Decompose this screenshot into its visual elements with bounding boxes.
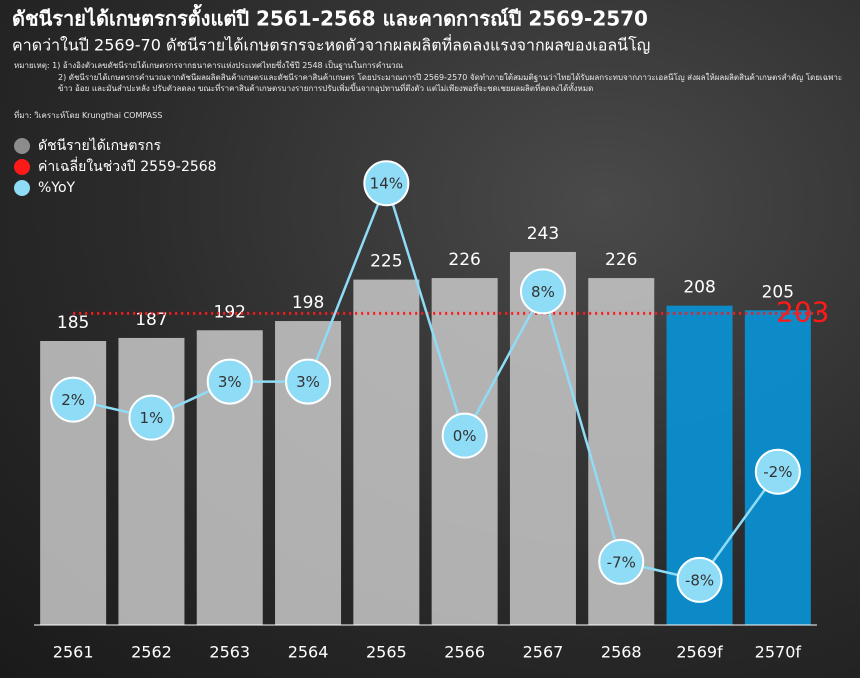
yoy-point (363, 160, 410, 207)
x-tick-label: 2565 (366, 643, 407, 662)
note: 2) ดัชนีรายได้เกษตรกรคำนวณจากดัชนีผลผลิต… (58, 73, 843, 93)
yoy-point (754, 448, 801, 495)
legend-label: ค่าเฉลี่ยในช่วงปี 2559-2568 (38, 157, 217, 175)
bar-value-label: 243 (527, 224, 559, 244)
yoy-label: -8% (685, 571, 714, 589)
note: หมายเหตุ: 1) อ้างอิงตัวเลขดัชนีรายได้เกษ… (14, 61, 404, 70)
yoy-point (598, 538, 645, 585)
yoy-point (519, 268, 566, 315)
bar-value-label: 198 (292, 293, 324, 313)
chart-subtitle: คาดว่าในปี 2569-70 ดัชนีรายได้เกษตรกรจะห… (12, 34, 650, 55)
bar-value-label: 225 (370, 252, 402, 272)
yoy-label: -7% (607, 553, 636, 571)
bar-value-label: 208 (683, 278, 715, 298)
legend-label: ดัชนีรายได้เกษตรกร (38, 137, 161, 154)
x-tick-label: 2563 (209, 643, 250, 662)
bar-value-label: 205 (762, 282, 794, 302)
x-tick-label: 2569f (676, 643, 723, 662)
yoy-label: 3% (296, 373, 320, 391)
bar (353, 279, 420, 625)
x-tick-label: 2570f (755, 643, 802, 662)
legend-label: %YoY (38, 180, 76, 196)
yoy-label: 2% (61, 391, 85, 409)
yoy-label: -2% (763, 463, 792, 481)
legend-marker (14, 138, 30, 154)
x-tick-label: 2566 (444, 643, 485, 662)
bar-value-label: 187 (135, 310, 167, 330)
yoy-label: 8% (531, 283, 555, 301)
average-label: 203 (776, 295, 829, 328)
legend-marker (14, 180, 30, 196)
chart-title: ดัชนีรายได้เกษตรกรตั้งแต่ปี 2561-2568 แล… (12, 4, 648, 31)
yoy-point (441, 412, 488, 459)
bar-value-label: 185 (57, 313, 89, 333)
yoy-point (50, 376, 97, 423)
yoy-label: 14% (370, 175, 403, 193)
x-tick-label: 2568 (601, 643, 642, 662)
bar-value-label: 226 (605, 250, 637, 270)
yoy-point (676, 556, 723, 603)
x-tick-label: 2562 (131, 643, 172, 662)
yoy-label: 3% (218, 373, 242, 391)
yoy-point (206, 358, 253, 405)
x-tick-label: 2564 (288, 643, 329, 662)
yoy-line (72, 179, 779, 582)
yoy-point (285, 358, 332, 405)
legend-marker (14, 159, 30, 175)
bar-value-label: 226 (448, 250, 480, 270)
yoy-label: 0% (453, 427, 477, 445)
yoy-label: 1% (140, 409, 164, 427)
bar (118, 337, 185, 625)
x-tick-label: 2561 (53, 643, 94, 662)
yoy-point (128, 394, 175, 441)
x-tick-label: 2567 (523, 643, 564, 662)
source: ที่มา: วิเคราะห์โดย Krungthai COMPASS (14, 111, 163, 120)
